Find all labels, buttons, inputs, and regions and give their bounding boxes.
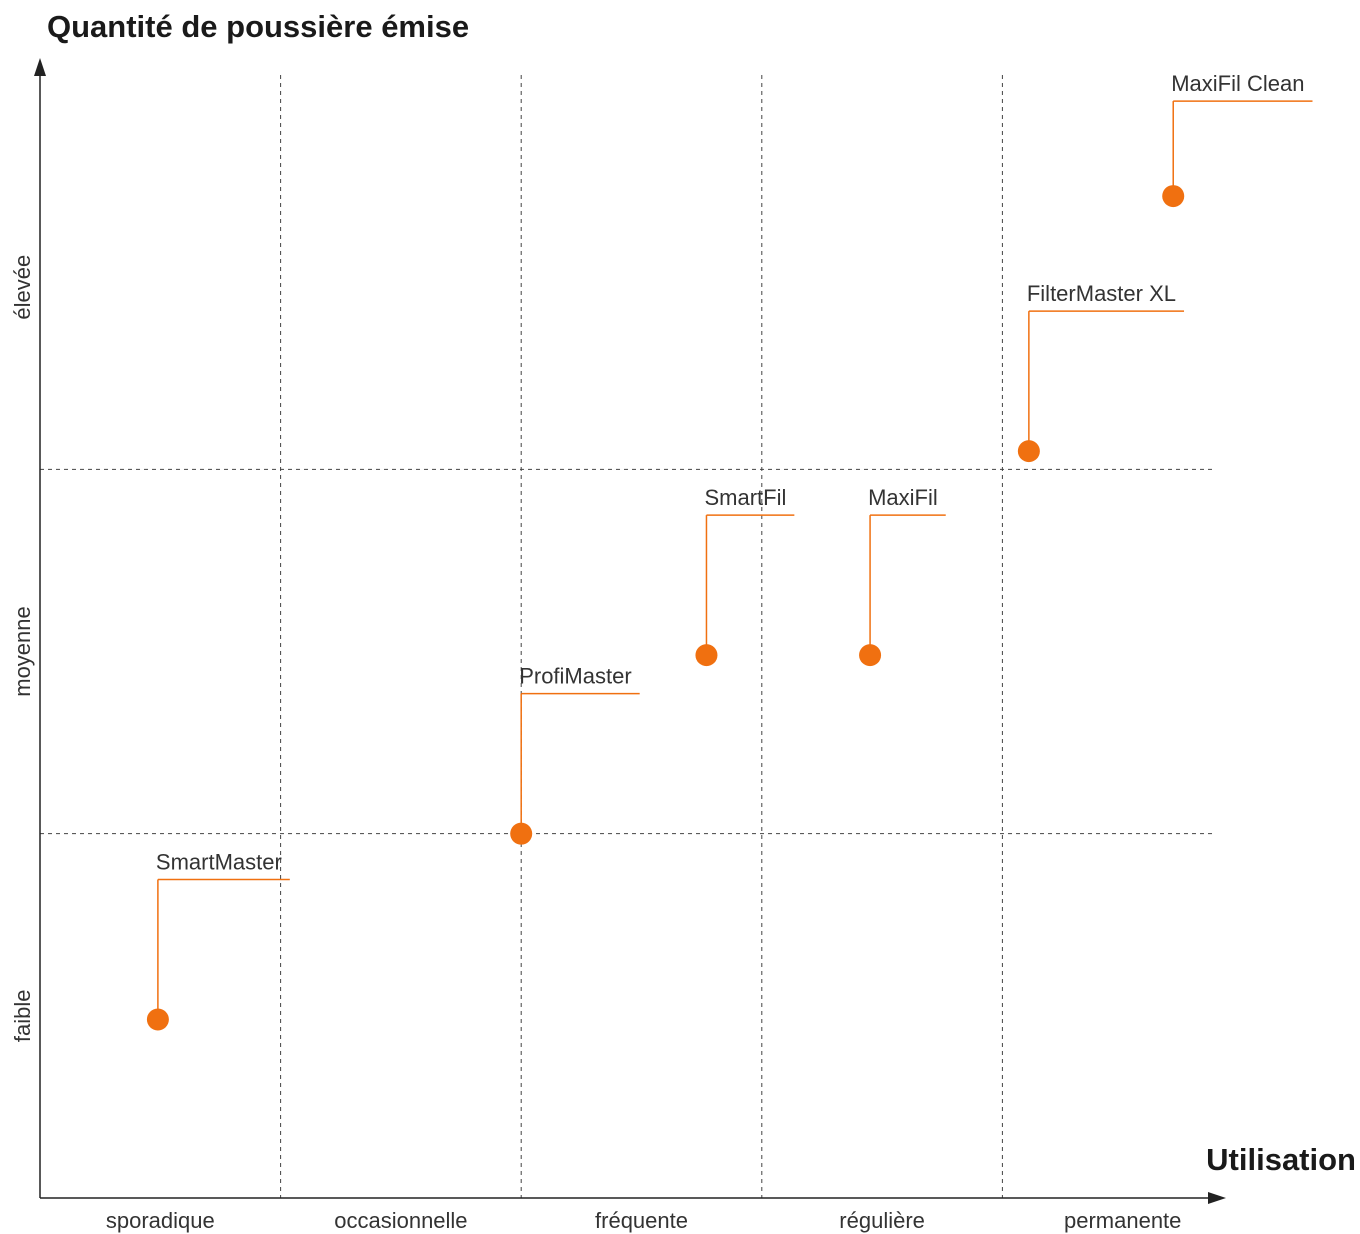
data-point-label: SmartMaster	[156, 849, 282, 874]
data-point-marker	[859, 644, 882, 667]
data-point-marker	[510, 822, 533, 845]
data-point-group: FilterMaster XL	[1017, 281, 1185, 463]
x-tick-labels: sporadique occasionnelle fréquente régulièr…	[106, 1208, 1182, 1233]
data-point-label: FilterMaster XL	[1027, 281, 1176, 306]
y-tick-label: faible	[10, 990, 35, 1043]
data-point-group: ProfiMaster	[510, 664, 640, 845]
data-point-label: SmartFil	[704, 485, 786, 510]
data-point-label: MaxiFil Clean	[1171, 71, 1304, 96]
data-points: SmartMaster ProfiMaster SmartFil MaxiFil Fil…	[146, 71, 1313, 1031]
chart-title: Quantité de poussière émise	[47, 9, 469, 44]
data-point-label: ProfiMaster	[519, 664, 631, 689]
x-tick-label: occasionnelle	[334, 1208, 467, 1233]
x-tick-label: sporadique	[106, 1208, 215, 1233]
y-tick-label: moyenne	[10, 606, 35, 697]
x-axis-arrow-icon	[1208, 1192, 1226, 1204]
y-axis-arrow-icon	[34, 58, 46, 76]
grid	[40, 75, 1213, 1198]
data-point-group: MaxiFil	[859, 485, 946, 667]
data-point-label: MaxiFil	[868, 485, 938, 510]
data-point-marker	[1017, 440, 1040, 463]
data-point-group: SmartMaster	[146, 849, 290, 1031]
data-point-group: MaxiFil Clean	[1162, 71, 1313, 208]
x-tick-label: régulière	[839, 1208, 925, 1233]
data-point-marker	[146, 1008, 169, 1031]
y-tick-labels: faible moyenne élevée	[10, 255, 35, 1042]
data-point-group: SmartFil	[695, 485, 795, 667]
x-tick-label: permanente	[1064, 1208, 1181, 1233]
data-point-marker	[695, 644, 718, 667]
x-tick-label: fréquente	[595, 1208, 688, 1233]
data-point-marker	[1162, 185, 1185, 208]
x-axis-title: Utilisation	[1206, 1142, 1356, 1177]
y-tick-label: élevée	[10, 255, 35, 320]
axes	[34, 58, 1226, 1204]
